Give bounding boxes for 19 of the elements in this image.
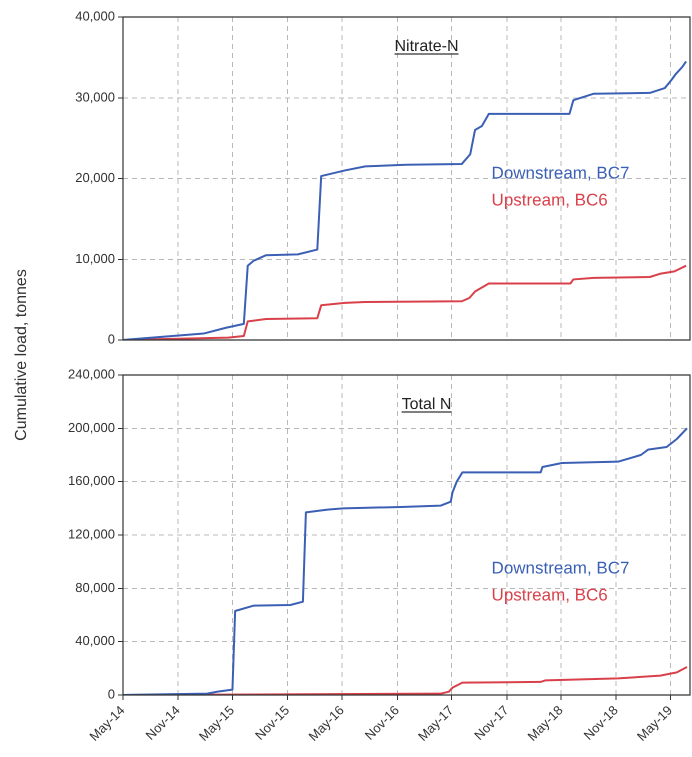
series-label: Downstream, BC7 bbox=[492, 164, 630, 182]
y-tick-label: 120,000 bbox=[68, 526, 115, 542]
y-tick-label: 20,000 bbox=[75, 170, 115, 186]
text: Downstream, BC7 bbox=[492, 558, 630, 578]
y-tick-label: 30,000 bbox=[75, 89, 115, 104]
y-tick-label: 0 bbox=[108, 686, 115, 702]
text: Nitrate-N bbox=[394, 38, 459, 55]
y-tick-label: 200,000 bbox=[68, 420, 115, 435]
text: Upstream, BC6 bbox=[492, 190, 608, 210]
y-tick-label: 10,000 bbox=[75, 250, 115, 266]
y-tick-label: 0 bbox=[108, 332, 115, 347]
text: Upstream, BC6 bbox=[492, 585, 608, 604]
y-tick-label: 80,000 bbox=[75, 580, 115, 595]
text: Total N bbox=[402, 396, 452, 413]
y-axis-title: Cumulative load, tonnes bbox=[13, 269, 31, 441]
y-tick-label: 240,000 bbox=[68, 366, 115, 382]
y-tick-label: 40,000 bbox=[75, 633, 115, 648]
y-tick-label: 40,000 bbox=[75, 8, 115, 24]
y-tick-label: 160,000 bbox=[68, 473, 115, 488]
